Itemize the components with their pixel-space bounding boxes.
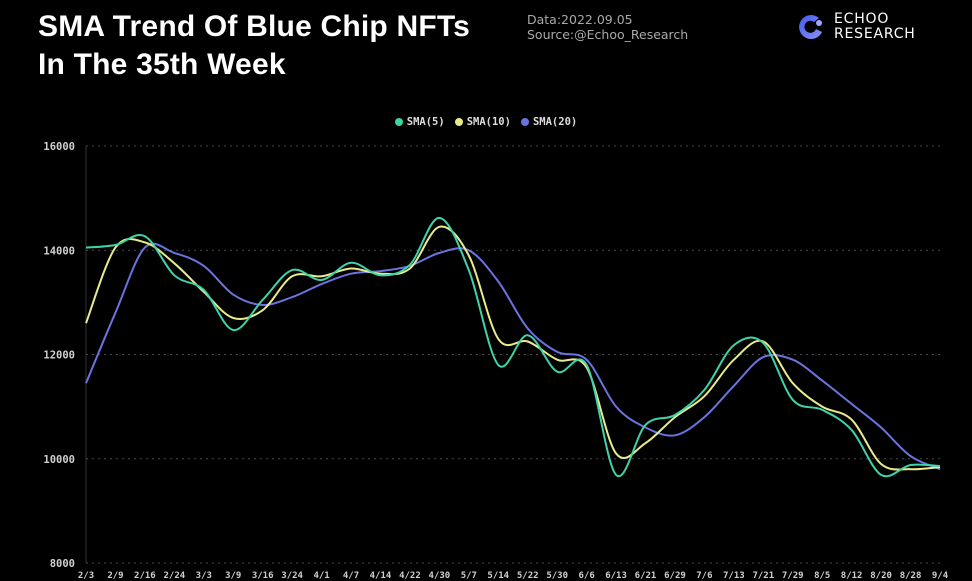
echoo-logo-icon: [799, 15, 822, 40]
x-tick-label: 5/14: [487, 571, 509, 581]
y-tick-label: 16000: [43, 141, 75, 153]
x-tick-label: 4/22: [399, 571, 421, 581]
legend-label-sma20: SMA(20): [532, 116, 578, 128]
x-tick-label: 8/5: [814, 571, 830, 581]
legend-dot-sma10: [454, 118, 463, 126]
series-line-sma20: [85, 242, 941, 471]
logo-line-2: RESEARCH: [834, 26, 916, 42]
x-tick-label: 4/14: [370, 571, 392, 581]
x-tick-label: 7/21: [752, 571, 774, 581]
series-lines: [85, 216, 941, 478]
x-tick-label: 6/6: [578, 571, 594, 581]
x-tick-label: 3/3: [196, 571, 212, 581]
x-tick-label: 7/29: [782, 571, 804, 581]
data-source: Source:@Echoo_Research: [527, 27, 689, 42]
y-tick-label: 8000: [50, 558, 75, 570]
x-tick-label: 3/16: [252, 571, 274, 581]
chart-legend: SMA(5) SMA(10) SMA(20): [0, 116, 972, 128]
legend-dot-sma20: [520, 118, 529, 126]
x-tick-label: 2/9: [107, 571, 123, 581]
title-line-2: In The 35th Week: [38, 48, 286, 81]
y-tick-label: 12000: [43, 350, 75, 362]
legend-dot-sma5: [394, 118, 403, 126]
x-tick-label: 5/30: [546, 571, 568, 581]
y-tick-label: 14000: [43, 245, 75, 257]
x-tick-label: 2/16: [134, 571, 156, 581]
x-axis-ticks: 2/3 2/9 2/16 2/24 3/3 3/9 3/16 3/24 4/1 4/7 4/14 4/…: [78, 571, 949, 581]
x-tick-label: 5/7: [461, 571, 477, 581]
x-tick-label: 5/22: [517, 571, 539, 581]
legend-item-sma10[interactable]: SMA(10): [454, 116, 511, 128]
y-tick-label: 10000: [43, 454, 75, 466]
grid-lines: [85, 145, 942, 564]
legend-item-sma5[interactable]: SMA(5): [394, 116, 445, 128]
x-tick-label: 8/12: [841, 571, 863, 581]
x-tick-label: 6/29: [664, 571, 686, 581]
x-tick-label: 6/21: [635, 571, 657, 581]
series-line-sma10: [85, 225, 941, 471]
chart-meta: Data:2022.09.05 Source:@Echoo_Research: [527, 12, 688, 42]
legend-item-sma20[interactable]: SMA(20): [520, 116, 578, 128]
x-tick-label: 3/24: [281, 571, 303, 581]
x-tick-label: 8/20: [870, 571, 892, 581]
data-date: Data:2022.09.05: [527, 12, 633, 27]
logo-line-1: ECHOO: [834, 11, 890, 27]
legend-label-sma5: SMA(5): [406, 116, 445, 128]
y-axis-ticks: 16000 14000 12000 10000 8000: [43, 141, 75, 570]
series-line-sma5: [85, 216, 941, 478]
x-tick-label: 4/1: [313, 571, 329, 581]
logo-text: ECHOO RESEARCH: [834, 12, 916, 42]
x-tick-label: 6/13: [605, 571, 627, 581]
x-tick-label: 3/9: [225, 571, 241, 581]
title-line-1: SMA Trend Of Blue Chip NFTs: [38, 10, 471, 43]
x-tick-label: 2/3: [78, 571, 94, 581]
x-tick-label: 4/30: [429, 571, 451, 581]
chart-title: SMA Trend Of Blue Chip NFTs In The 35th …: [38, 8, 470, 84]
legend-label-sma10: SMA(10): [466, 116, 511, 128]
echoo-research-logo: ECHOO RESEARCH: [797, 12, 916, 42]
x-tick-label: 8/28: [900, 571, 922, 581]
x-tick-label: 9/4: [932, 571, 949, 581]
x-tick-label: 7/13: [723, 571, 745, 581]
x-tick-label: 7/6: [696, 571, 712, 581]
x-tick-label: 2/24: [164, 571, 186, 581]
x-tick-label: 4/7: [343, 571, 359, 581]
